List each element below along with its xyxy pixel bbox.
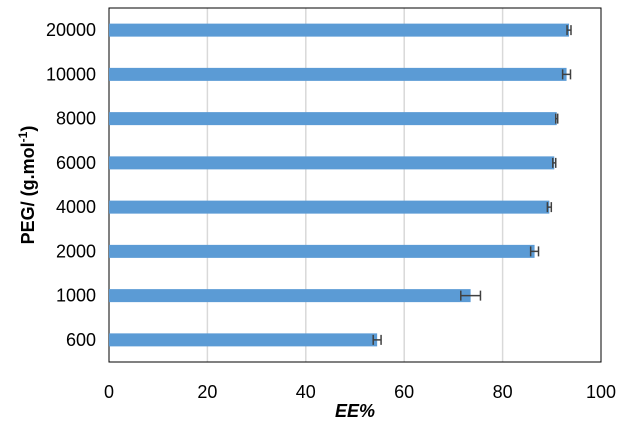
bar bbox=[109, 112, 557, 126]
error-bar bbox=[552, 157, 557, 168]
x-tick-label: 100 bbox=[586, 382, 616, 402]
gridlines bbox=[206, 8, 504, 362]
x-axis-title: EE% bbox=[335, 401, 375, 421]
bar bbox=[109, 333, 378, 347]
x-tick-label: 0 bbox=[104, 382, 114, 402]
error-bars bbox=[372, 25, 572, 345]
bar bbox=[109, 156, 555, 170]
y-axis-title-close: ) bbox=[18, 126, 38, 132]
y-tick-label: 6000 bbox=[56, 153, 96, 173]
y-tick-label: 4000 bbox=[56, 197, 96, 217]
y-axis-title-main: PEG/ (g.mol bbox=[18, 142, 38, 244]
y-tick-label: 8000 bbox=[56, 109, 96, 129]
bar bbox=[109, 23, 570, 37]
y-tick-label: 10000 bbox=[46, 64, 96, 84]
x-tick-label: 40 bbox=[296, 382, 316, 402]
y-axis-title-superscript: -1 bbox=[16, 131, 30, 142]
error-bar bbox=[561, 69, 572, 80]
error-bar bbox=[546, 202, 553, 213]
y-tick-label: 20000 bbox=[46, 20, 96, 40]
x-tick-label: 60 bbox=[394, 382, 414, 402]
x-tick-label: 20 bbox=[197, 382, 217, 402]
bar bbox=[109, 289, 471, 303]
y-tick-labels: 600 1000 2000 4000 6000 8000 10000 20000 bbox=[46, 20, 96, 350]
error-bar bbox=[566, 25, 572, 36]
plot-area-frame bbox=[108, 7, 602, 363]
x-tick-labels: 0 20 40 60 80 100 bbox=[104, 382, 616, 402]
x-tick-label: 80 bbox=[493, 382, 513, 402]
bar bbox=[109, 67, 567, 81]
y-tick-label: 2000 bbox=[56, 241, 96, 261]
y-axis-title: PEG/ (g.mol-1) bbox=[16, 126, 38, 245]
bar bbox=[109, 200, 550, 214]
error-bar bbox=[460, 290, 482, 301]
bar bbox=[109, 244, 535, 258]
y-tick-label: 1000 bbox=[56, 286, 96, 306]
error-bar bbox=[372, 334, 382, 345]
error-bar bbox=[554, 113, 559, 124]
y-tick-label: 600 bbox=[66, 330, 96, 350]
error-bar bbox=[529, 246, 540, 257]
bars bbox=[109, 23, 570, 347]
